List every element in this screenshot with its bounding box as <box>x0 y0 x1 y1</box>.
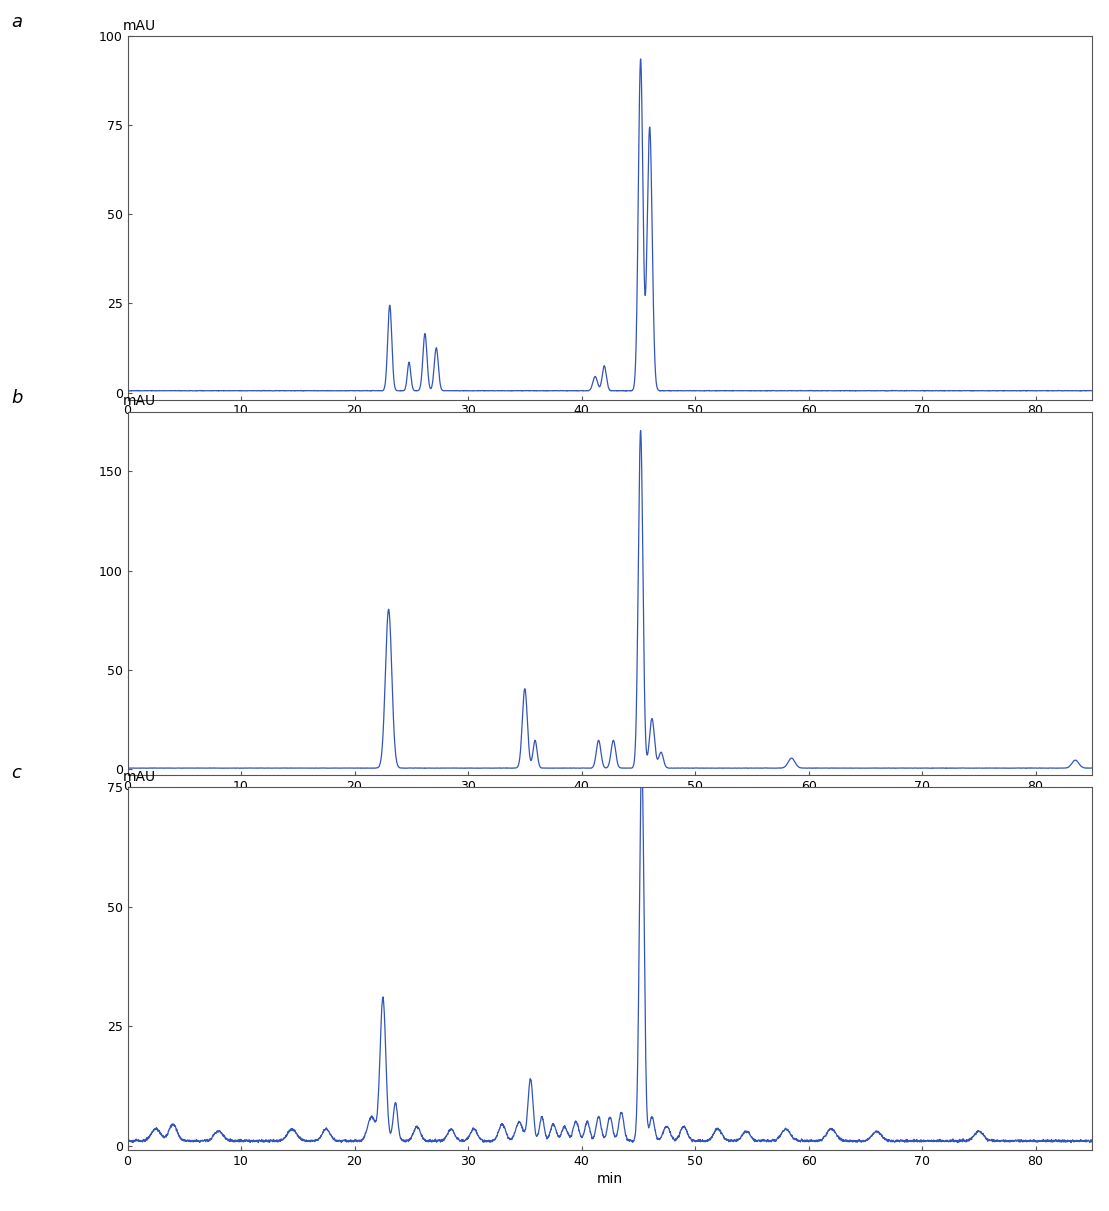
Text: b: b <box>11 389 22 407</box>
X-axis label: min: min <box>597 1172 623 1187</box>
Text: mAU: mAU <box>123 18 156 33</box>
Text: a: a <box>11 13 22 31</box>
Text: mAU: mAU <box>123 769 156 784</box>
Text: mAU: mAU <box>123 394 156 408</box>
Text: c: c <box>11 764 21 782</box>
